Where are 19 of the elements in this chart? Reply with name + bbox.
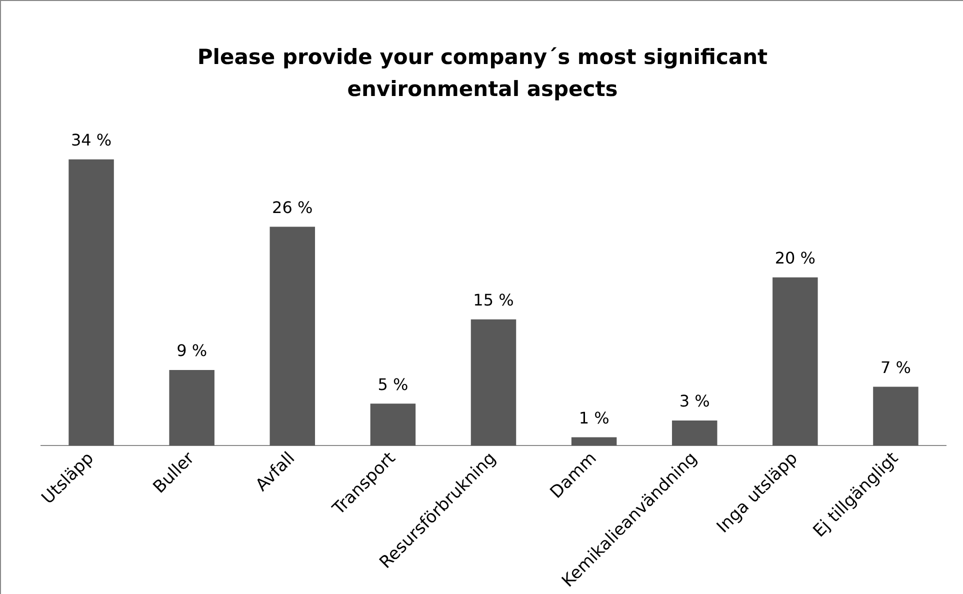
bar xyxy=(772,277,818,446)
data-label: 3 % xyxy=(679,392,710,411)
bar xyxy=(270,226,316,446)
bar xyxy=(370,404,416,446)
bar xyxy=(68,159,114,446)
data-label: 5 % xyxy=(378,374,408,394)
data-label: 20 % xyxy=(774,248,816,268)
bar xyxy=(873,386,918,446)
data-label: 34 % xyxy=(70,130,112,150)
bar xyxy=(169,370,214,446)
chart-title: Please provide your company´s most significant environmental aspects xyxy=(196,44,769,103)
data-label: 26 % xyxy=(272,198,313,217)
data-label: 9 % xyxy=(176,341,208,360)
data-label: 1 % xyxy=(578,408,610,428)
bar xyxy=(470,319,516,446)
data-label: 7 % xyxy=(880,358,911,377)
data-label: 15 % xyxy=(473,290,514,310)
bar xyxy=(571,437,617,446)
bar xyxy=(672,420,718,446)
